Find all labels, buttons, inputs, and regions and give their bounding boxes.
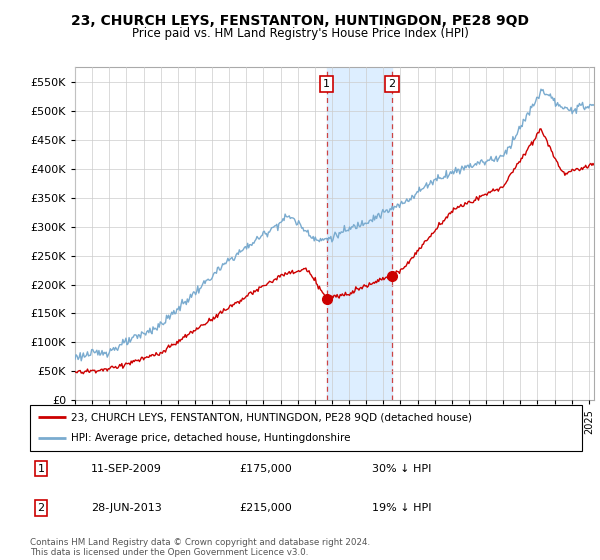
Text: 1: 1 — [323, 79, 330, 89]
Text: Contains HM Land Registry data © Crown copyright and database right 2024.
This d: Contains HM Land Registry data © Crown c… — [30, 538, 370, 557]
Text: 23, CHURCH LEYS, FENSTANTON, HUNTINGDON, PE28 9QD: 23, CHURCH LEYS, FENSTANTON, HUNTINGDON,… — [71, 14, 529, 28]
Text: 30% ↓ HPI: 30% ↓ HPI — [372, 464, 431, 474]
FancyBboxPatch shape — [30, 405, 582, 451]
Text: £215,000: £215,000 — [240, 503, 293, 513]
Text: 28-JUN-2013: 28-JUN-2013 — [91, 503, 161, 513]
Text: 2: 2 — [388, 79, 395, 89]
Text: Price paid vs. HM Land Registry's House Price Index (HPI): Price paid vs. HM Land Registry's House … — [131, 27, 469, 40]
Bar — [326, 67, 392, 400]
Text: 2: 2 — [37, 503, 44, 513]
Text: 19% ↓ HPI: 19% ↓ HPI — [372, 503, 432, 513]
Text: £175,000: £175,000 — [240, 464, 293, 474]
Text: 23, CHURCH LEYS, FENSTANTON, HUNTINGDON, PE28 9QD (detached house): 23, CHURCH LEYS, FENSTANTON, HUNTINGDON,… — [71, 412, 472, 422]
Text: HPI: Average price, detached house, Huntingdonshire: HPI: Average price, detached house, Hunt… — [71, 433, 351, 444]
Text: 11-SEP-2009: 11-SEP-2009 — [91, 464, 161, 474]
Text: 1: 1 — [38, 464, 44, 474]
